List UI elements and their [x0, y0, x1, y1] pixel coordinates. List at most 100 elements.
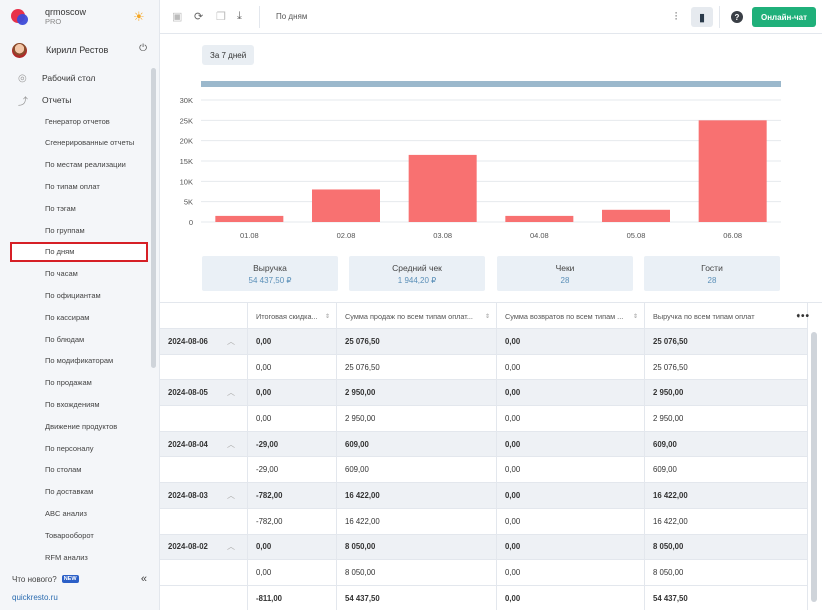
sort-icon[interactable]: ⇕: [324, 313, 330, 320]
sidebar-item[interactable]: По блюдам: [10, 329, 148, 349]
sidebar-item[interactable]: Движение продуктов: [10, 416, 148, 436]
sidebar-item-label: По официантам: [45, 290, 101, 300]
sidebar-item[interactable]: Генератор отчетов: [10, 111, 148, 131]
sidebar-item[interactable]: По доставкам: [10, 482, 148, 502]
collapse-sidebar-icon[interactable]: «: [140, 573, 147, 585]
bar-04.08[interactable]: [505, 215, 574, 222]
table-cell: 0,00: [248, 380, 337, 406]
help-icon[interactable]: ?: [731, 11, 743, 23]
cell-value: 0,00: [256, 388, 272, 398]
sidebar-item-label: ABC анализ: [45, 508, 87, 518]
sidebar-item[interactable]: По дням: [10, 241, 148, 262]
sidebar-item[interactable]: Сгенерированные отчеты: [10, 133, 148, 153]
sort-icon[interactable]: ⇕: [795, 313, 801, 320]
nav-desktop[interactable]: ◎ Рабочий стол: [0, 68, 150, 88]
sidebar-item[interactable]: ABC анализ: [10, 503, 148, 523]
table-cell: 0,00: [248, 354, 337, 380]
sidebar-item[interactable]: По кассирам: [10, 307, 148, 327]
x-tick-label: 02.08: [337, 231, 356, 240]
table-cell: 54 437,50: [645, 585, 808, 610]
cell-value: 2 950,00: [345, 388, 376, 398]
column-header[interactable]: Сумма возвратов по всем типам ... ⇕: [497, 303, 645, 329]
collapse-chevron-icon[interactable]: ︿: [227, 336, 235, 346]
account-header[interactable]: qrmoscow PRO: [0, 0, 159, 34]
new-badge: NEW: [61, 575, 79, 583]
collapse-chevron-icon[interactable]: ︿: [227, 388, 235, 398]
period-button[interactable]: За 7 дней: [202, 45, 255, 65]
bar-02.08[interactable]: [312, 189, 380, 222]
topbar: ▣ ⟳ ❐ ⤓ По дням ⫶ ▮ ? Онлайн-чат: [160, 0, 822, 34]
bar-05.08[interactable]: [602, 209, 670, 222]
copy-icon[interactable]: ❐: [216, 11, 226, 23]
stat-card: Чеки 28: [497, 256, 633, 291]
sidebar-item[interactable]: По персоналу: [10, 438, 148, 458]
collapse-chevron-icon[interactable]: ︿: [227, 490, 235, 500]
cell-value: -29,00: [256, 439, 279, 449]
bar-03.08[interactable]: [408, 154, 477, 222]
sort-icon[interactable]: ⇕: [484, 313, 490, 320]
cell-value: 0,00: [256, 542, 272, 552]
sidebar-item[interactable]: По столам: [10, 460, 148, 480]
cell-value: 0,00: [256, 568, 272, 578]
collapse-chevron-icon[interactable]: ︿: [227, 542, 235, 552]
sidebar-item[interactable]: По тэгам: [10, 198, 148, 218]
bar-01.08[interactable]: [215, 215, 284, 222]
table-cell: 609,00: [337, 457, 497, 483]
cell-value: 0,00: [505, 568, 521, 578]
table-row[interactable]: 2024-08-02 ︿ 0,00 8 050,00 0,00 8 050,00: [160, 534, 808, 561]
online-chat-button[interactable]: Онлайн-чат: [752, 7, 816, 27]
x-tick-label: 06.08: [723, 231, 742, 240]
sort-icon[interactable]: ⇕: [632, 313, 638, 320]
collapse-chevron-icon[interactable]: ︿: [227, 439, 235, 449]
account-plan: PRO: [45, 17, 62, 26]
table-row[interactable]: 2024-08-05 ︿ 0,00 2 950,00 0,00 2 950,00: [160, 380, 808, 407]
sidebar-item[interactable]: По часам: [10, 264, 148, 284]
filter-settings-icon[interactable]: ⫶: [674, 10, 678, 23]
table-cell: 16 422,00: [337, 483, 497, 508]
cell-value: 16 422,00: [653, 516, 688, 526]
more-options-icon[interactable]: •••: [796, 311, 810, 322]
x-tick-label: 05.08: [627, 231, 646, 240]
table-cell: 609,00: [645, 457, 808, 483]
sidebar-item[interactable]: По официантам: [10, 285, 148, 305]
table-cell: 16 422,00: [337, 508, 497, 534]
column-header-label: Выручка по всем типам оплат: [653, 311, 755, 321]
column-header[interactable]: Сумма продаж по всем типам оплат... ⇕: [337, 303, 497, 329]
table-header: Итоговая скидка... ⇕ Сумма продаж по всем …: [160, 303, 808, 329]
column-header[interactable]: Выручка по всем типам оплат ⇕: [645, 303, 808, 329]
table-row[interactable]: 2024-08-04 ︿ -29,00 609,00 0,00 609,00: [160, 431, 808, 458]
sidebar-item[interactable]: Товарооборот: [10, 525, 148, 545]
sidebar-item[interactable]: По модификаторам: [10, 351, 148, 371]
table-scrollbar[interactable]: [811, 332, 817, 602]
bar-06.08[interactable]: [698, 120, 767, 222]
column-header[interactable]: Итоговая скидка... ⇕: [248, 303, 337, 329]
sidebar-item[interactable]: По группам: [10, 220, 148, 240]
sidebar-item[interactable]: По продажам: [10, 373, 148, 393]
table-cell: 2 950,00: [337, 380, 497, 406]
download-icon[interactable]: ⤓: [237, 10, 242, 22]
sidebar-item[interactable]: По местам реализации: [10, 155, 148, 175]
table-cell: 25 076,50: [337, 354, 497, 380]
cell-value: 16 422,00: [345, 490, 380, 500]
cell-value: 2024-08-03: [168, 490, 208, 500]
sidebar-item-label: По доставкам: [45, 487, 94, 497]
footer-link[interactable]: quickresto.ru: [12, 593, 58, 602]
cell-value: 25 076,50: [653, 362, 688, 372]
nav-reports[interactable]: ⤴ Отчеты: [0, 90, 150, 110]
y-tick-label: 30K: [180, 96, 193, 105]
sidebar-scrollbar[interactable]: [151, 68, 156, 368]
sidebar-item[interactable]: По типам оплат: [10, 176, 148, 196]
table-cell: -29,00: [248, 431, 337, 457]
table-row[interactable]: 2024-08-03 ︿ -782,00 16 422,00 0,00 16 422,00: [160, 483, 808, 509]
save-icon[interactable]: ▣: [172, 11, 183, 23]
refresh-icon[interactable]: ⟳: [194, 11, 204, 23]
sidebar-item[interactable]: RFM анализ: [10, 547, 148, 567]
sidebar-item[interactable]: По вхождениям: [10, 394, 148, 414]
user-row[interactable]: Кирилл Рестов ⏻: [0, 40, 159, 60]
theme-sun-icon[interactable]: ☀: [133, 9, 145, 24]
power-icon[interactable]: ⏻: [139, 43, 147, 54]
table-row[interactable]: 2024-08-06 ︿ 0,00 25 076,50 0,00 25 076,50: [160, 329, 808, 355]
chart-toggle-icon[interactable]: ▮: [691, 7, 713, 27]
whats-new[interactable]: Что нового? NEW «: [0, 569, 159, 589]
row-date-cell: [160, 585, 248, 610]
